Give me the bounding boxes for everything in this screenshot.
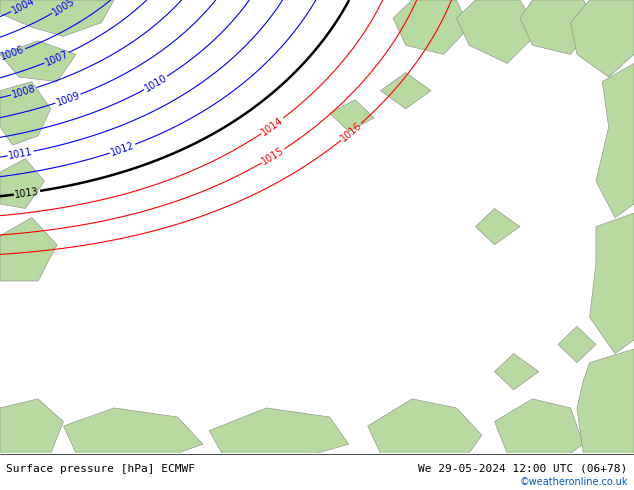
Polygon shape bbox=[495, 354, 539, 390]
Polygon shape bbox=[476, 209, 520, 245]
Text: 1013: 1013 bbox=[14, 186, 40, 199]
Polygon shape bbox=[209, 408, 349, 453]
Text: 1007: 1007 bbox=[43, 49, 70, 68]
Polygon shape bbox=[0, 0, 114, 36]
Text: 1008: 1008 bbox=[11, 83, 37, 99]
Polygon shape bbox=[577, 349, 634, 453]
Polygon shape bbox=[590, 213, 634, 354]
Polygon shape bbox=[0, 159, 44, 209]
Polygon shape bbox=[0, 399, 63, 453]
Polygon shape bbox=[0, 218, 57, 281]
Polygon shape bbox=[0, 82, 51, 145]
Text: 1015: 1015 bbox=[260, 145, 287, 167]
Polygon shape bbox=[0, 41, 76, 82]
Text: 1006: 1006 bbox=[0, 45, 26, 62]
Polygon shape bbox=[596, 64, 634, 218]
Polygon shape bbox=[63, 408, 203, 453]
Text: 1010: 1010 bbox=[143, 73, 169, 94]
Text: 1012: 1012 bbox=[109, 140, 136, 158]
Text: ©weatheronline.co.uk: ©weatheronline.co.uk bbox=[519, 477, 628, 487]
Text: 1005: 1005 bbox=[51, 0, 77, 17]
Polygon shape bbox=[558, 326, 596, 363]
Text: Surface pressure [hPa] ECMWF: Surface pressure [hPa] ECMWF bbox=[6, 464, 195, 473]
Polygon shape bbox=[330, 99, 374, 131]
Polygon shape bbox=[520, 0, 596, 54]
Text: 1004: 1004 bbox=[10, 0, 36, 16]
Text: 1011: 1011 bbox=[8, 147, 34, 161]
Text: 1014: 1014 bbox=[259, 115, 285, 137]
Polygon shape bbox=[571, 0, 634, 77]
Polygon shape bbox=[393, 0, 469, 54]
Text: 1016: 1016 bbox=[339, 121, 364, 144]
Text: We 29-05-2024 12:00 UTC (06+78): We 29-05-2024 12:00 UTC (06+78) bbox=[418, 464, 628, 473]
Polygon shape bbox=[456, 0, 539, 64]
Polygon shape bbox=[495, 399, 583, 453]
Polygon shape bbox=[380, 73, 431, 109]
Polygon shape bbox=[368, 399, 482, 453]
Text: 1009: 1009 bbox=[55, 90, 81, 108]
